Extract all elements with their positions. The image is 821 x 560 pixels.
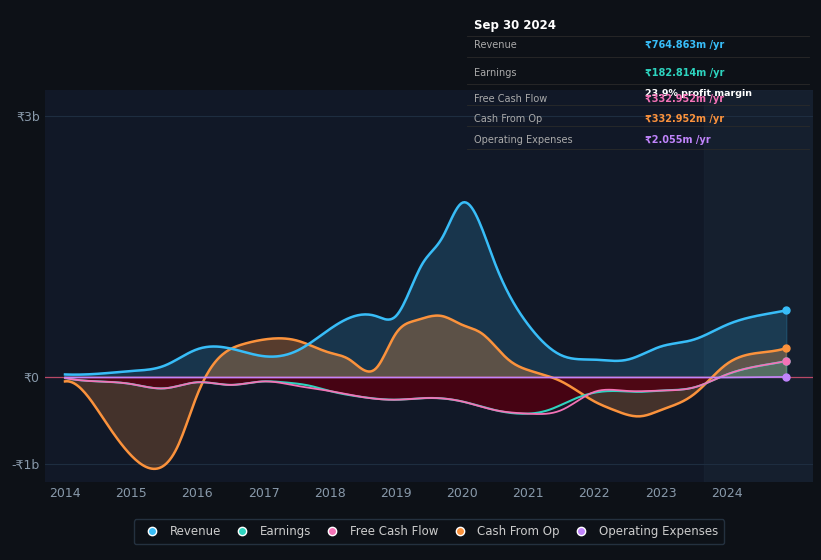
Text: Operating Expenses: Operating Expenses: [475, 135, 573, 145]
Text: Revenue: Revenue: [475, 40, 517, 50]
Text: ₹332.952m /yr: ₹332.952m /yr: [645, 114, 724, 124]
Text: Cash From Op: Cash From Op: [475, 114, 543, 124]
Text: ₹332.952m /yr: ₹332.952m /yr: [645, 94, 724, 104]
Text: ₹2.055m /yr: ₹2.055m /yr: [645, 135, 711, 145]
Text: ₹764.863m /yr: ₹764.863m /yr: [645, 40, 725, 50]
Text: 23.9% profit margin: 23.9% profit margin: [645, 88, 752, 97]
Bar: [704, 90, 813, 482]
Text: ₹182.814m /yr: ₹182.814m /yr: [645, 68, 725, 78]
Text: Earnings: Earnings: [475, 68, 517, 78]
Legend: Revenue, Earnings, Free Cash Flow, Cash From Op, Operating Expenses: Revenue, Earnings, Free Cash Flow, Cash …: [134, 520, 724, 544]
Text: Free Cash Flow: Free Cash Flow: [475, 94, 548, 104]
Text: Sep 30 2024: Sep 30 2024: [475, 19, 557, 32]
